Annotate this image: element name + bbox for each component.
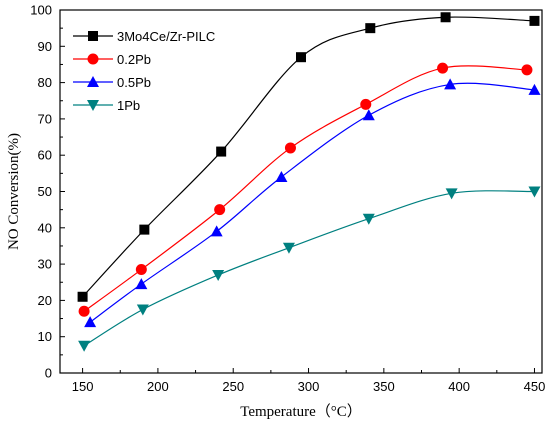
series-2 <box>84 78 541 328</box>
data-point <box>214 204 226 216</box>
y-tick-label: 40 <box>38 220 52 235</box>
data-point <box>440 12 451 23</box>
data-point <box>521 64 533 76</box>
legend: 3Mo4Ce/Zr-PILC 0.2Pb 0.5Pb 1Pb <box>73 29 215 113</box>
x-tick-label: 450 <box>524 379 546 394</box>
legend-marker <box>87 53 99 65</box>
legend-item: 1Pb <box>73 98 140 113</box>
data-point <box>362 213 375 225</box>
y-axis-title: NO Conversion(%) <box>6 133 22 250</box>
data-point <box>275 170 288 182</box>
series-line <box>83 190 535 347</box>
data-point <box>216 146 227 157</box>
data-point <box>84 316 97 328</box>
x-axis-ticks: 150 200 250 300 350 400 450 <box>72 368 546 394</box>
legend-item: 3Mo4Ce/Zr-PILC <box>73 29 215 44</box>
x-tick-label: 350 <box>373 379 395 394</box>
data-point <box>282 242 295 254</box>
y-tick-label: 100 <box>30 3 52 18</box>
series-layer <box>77 12 541 352</box>
legend-item: 0.5Pb <box>73 75 151 90</box>
data-point <box>136 304 149 316</box>
data-point <box>360 98 372 110</box>
y-tick-label: 30 <box>38 257 52 272</box>
data-point <box>362 109 375 121</box>
series-line <box>89 82 535 323</box>
series-0 <box>77 12 540 302</box>
series-line <box>83 65 527 312</box>
y-tick-label: 0 <box>45 366 52 381</box>
x-tick-label: 300 <box>298 379 320 394</box>
data-point <box>444 78 457 90</box>
x-axis-title: Temperature（°C） <box>240 403 362 420</box>
legend-marker <box>87 100 99 111</box>
legend-marker <box>88 31 98 41</box>
data-point <box>212 269 225 281</box>
x-tick-label: 250 <box>222 379 244 394</box>
x-tick-label: 150 <box>72 379 94 394</box>
data-point <box>139 224 150 235</box>
data-point <box>135 264 147 276</box>
y-tick-label: 20 <box>38 293 52 308</box>
legend-label: 0.5Pb <box>117 75 151 90</box>
data-point <box>528 83 541 95</box>
legend-label: 0.2Pb <box>117 52 151 67</box>
y-tick-label: 90 <box>38 39 52 54</box>
legend-item: 0.2Pb <box>73 52 151 67</box>
data-point <box>210 225 223 237</box>
y-tick-label: 60 <box>38 148 52 163</box>
y-tick-label: 10 <box>38 329 52 344</box>
data-point <box>284 142 296 154</box>
data-point <box>78 305 90 317</box>
x-tick-label: 200 <box>147 379 169 394</box>
data-point <box>437 62 449 74</box>
series-3 <box>78 186 541 352</box>
data-point <box>445 188 458 200</box>
data-point <box>78 340 91 352</box>
series-1 <box>78 62 533 317</box>
x-tick-label: 400 <box>448 379 470 394</box>
data-point <box>135 278 148 290</box>
legend-label: 3Mo4Ce/Zr-PILC <box>117 29 215 44</box>
legend-marker <box>87 76 99 87</box>
y-tick-label: 80 <box>38 75 52 90</box>
y-axis-ticks: 0 10 20 30 40 50 60 70 80 90 100 <box>30 3 65 381</box>
data-point <box>529 15 540 26</box>
legend-label: 1Pb <box>117 98 140 113</box>
data-point <box>528 186 541 198</box>
y-tick-label: 70 <box>38 111 52 126</box>
data-point <box>296 52 306 63</box>
data-point <box>365 23 376 34</box>
y-tick-label: 50 <box>38 184 52 199</box>
data-point <box>77 291 88 302</box>
